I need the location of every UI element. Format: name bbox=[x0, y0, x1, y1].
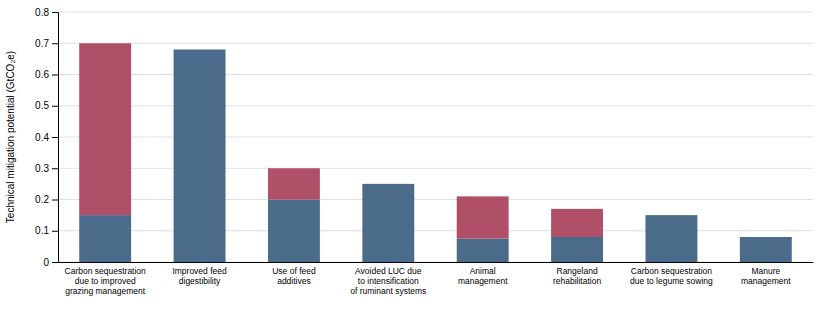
y-tick-label: 0.7 bbox=[35, 38, 49, 49]
y-tick-mark bbox=[52, 262, 58, 263]
x-tick-label-line: of ruminant systems bbox=[350, 286, 426, 296]
x-tick-label: Rangelandrehabilitation bbox=[553, 266, 601, 286]
bar bbox=[740, 237, 792, 262]
x-tick-label-line: digestibility bbox=[179, 276, 221, 286]
x-tick-label: Use of feedadditives bbox=[272, 266, 316, 286]
bar bbox=[551, 209, 603, 237]
y-tick-label: 0.8 bbox=[35, 7, 49, 18]
x-tick-label: Carbon sequestrationdue to legume sowing bbox=[630, 266, 713, 286]
bar bbox=[740, 237, 792, 238]
y-tick-label: 0.4 bbox=[35, 132, 49, 143]
x-tick: Manuremanagement bbox=[741, 266, 791, 286]
grid-line bbox=[58, 262, 813, 263]
x-tick: Avoided LUC dueto intensificationof rumi… bbox=[350, 266, 426, 296]
y-tick-mark bbox=[52, 43, 58, 44]
bar bbox=[551, 237, 603, 262]
x-tick: Improved feeddigestibility bbox=[172, 266, 227, 286]
bar bbox=[645, 215, 697, 262]
x-tick-label-line: grazing management bbox=[65, 286, 145, 296]
grid-line bbox=[58, 137, 813, 138]
x-tick-label-line: Rangeland bbox=[557, 266, 598, 276]
bar bbox=[79, 43, 131, 215]
x-tick-label-line: rehabilitation bbox=[553, 276, 601, 286]
x-tick-label: Avoided LUC dueto intensificationof rumi… bbox=[350, 266, 426, 296]
grid-line bbox=[58, 105, 813, 106]
y-tick-label: 0.3 bbox=[35, 163, 49, 174]
y-axis: 0 0.1 0.2 0.3 0.4 0.5 0.6 0.7 0.8 bbox=[35, 7, 58, 268]
bar bbox=[268, 200, 320, 263]
grid-line bbox=[58, 12, 813, 13]
x-tick-label: Carbon sequestrationdue to improvedgrazi… bbox=[65, 266, 147, 296]
y-tick-mark bbox=[52, 12, 58, 13]
x-tick: Use of feedadditives bbox=[272, 266, 316, 286]
grid-line bbox=[58, 74, 813, 75]
plot: 0 0.1 0.2 0.3 0.4 0.5 0.6 0.7 0.8 Carbon sequestr… bbox=[5, 7, 814, 297]
y-tick-mark bbox=[52, 231, 58, 232]
y-axis-line bbox=[52, 13, 59, 263]
x-tick-label-line: additives bbox=[277, 276, 311, 286]
bar bbox=[79, 215, 131, 262]
x-tick-label-line: due to legume sowing bbox=[630, 276, 713, 286]
bar bbox=[174, 49, 226, 50]
x-tick-label-line: Carbon sequestration bbox=[631, 266, 713, 276]
y-tick: 0.8 bbox=[35, 7, 58, 18]
x-tick-label: Improved feeddigestibility bbox=[172, 266, 227, 286]
y-tick: 0.2 bbox=[35, 194, 58, 205]
bars bbox=[79, 43, 792, 262]
x-axis: Carbon sequestrationdue to improvedgrazi… bbox=[59, 263, 814, 297]
x-axis-line bbox=[59, 262, 814, 263]
bar bbox=[174, 50, 226, 263]
y-tick-mark bbox=[52, 168, 58, 169]
grid-line bbox=[58, 230, 813, 231]
y-tick-label: 0.1 bbox=[35, 225, 49, 236]
x-tick-label-line: to intensification bbox=[358, 276, 419, 286]
y-tick-mark bbox=[52, 200, 58, 201]
y-tick-label: 0.6 bbox=[35, 69, 49, 80]
y-tick: 0.1 bbox=[35, 225, 58, 236]
grid-line bbox=[58, 43, 813, 44]
y-tick: 0.5 bbox=[35, 100, 58, 111]
y-tick: 0.4 bbox=[35, 132, 58, 143]
x-tick: Animalmanagement bbox=[458, 266, 508, 286]
y-tick-label: 0.5 bbox=[35, 100, 49, 111]
x-tick-label-line: management bbox=[741, 276, 791, 286]
bar-series bbox=[79, 50, 792, 263]
y-tick: 0.7 bbox=[35, 38, 58, 49]
y-tick-mark bbox=[52, 75, 58, 76]
x-tick-label-line: Animal bbox=[470, 266, 496, 276]
y-tick: 0.3 bbox=[35, 163, 58, 174]
grid-line bbox=[58, 199, 813, 200]
y-tick: 0 bbox=[43, 257, 58, 268]
y-tick: 0.6 bbox=[35, 69, 58, 80]
x-tick: Carbon sequestrationdue to improvedgrazi… bbox=[65, 266, 147, 296]
x-tick-label-line: Carbon sequestration bbox=[65, 266, 147, 276]
bar bbox=[645, 215, 697, 216]
y-tick-mark bbox=[52, 137, 58, 138]
y-tick-mark bbox=[52, 106, 58, 107]
x-tick-label: Animalmanagement bbox=[458, 266, 508, 286]
x-tick: Rangelandrehabilitation bbox=[553, 266, 601, 286]
bar bbox=[362, 183, 414, 184]
bar bbox=[268, 168, 320, 199]
grid-line bbox=[58, 168, 813, 169]
y-axis-title: Technical mitigation potential (GtCO₂e) bbox=[5, 51, 16, 223]
x-tick-label-line: Avoided LUC due bbox=[355, 266, 422, 276]
grid bbox=[58, 12, 813, 262]
y-tick-label: 0 bbox=[43, 257, 49, 268]
x-tick-label-line: management bbox=[458, 276, 508, 286]
bar bbox=[362, 184, 414, 262]
chart: 0 0.1 0.2 0.3 0.4 0.5 0.6 0.7 0.8 Carbon sequestr… bbox=[0, 0, 825, 314]
bar-series bbox=[79, 43, 603, 238]
y-tick-label: 0.2 bbox=[35, 194, 49, 205]
bar bbox=[457, 239, 509, 262]
x-tick-label-line: Manure bbox=[751, 266, 780, 276]
x-tick-label-line: Improved feed bbox=[172, 266, 227, 276]
x-tick-label-line: Use of feed bbox=[272, 266, 316, 276]
x-tick-label: Manuremanagement bbox=[741, 266, 791, 286]
x-tick-label-line: due to improved bbox=[75, 276, 136, 286]
x-tick: Carbon sequestrationdue to legume sowing bbox=[630, 266, 713, 286]
bar bbox=[457, 196, 509, 238]
